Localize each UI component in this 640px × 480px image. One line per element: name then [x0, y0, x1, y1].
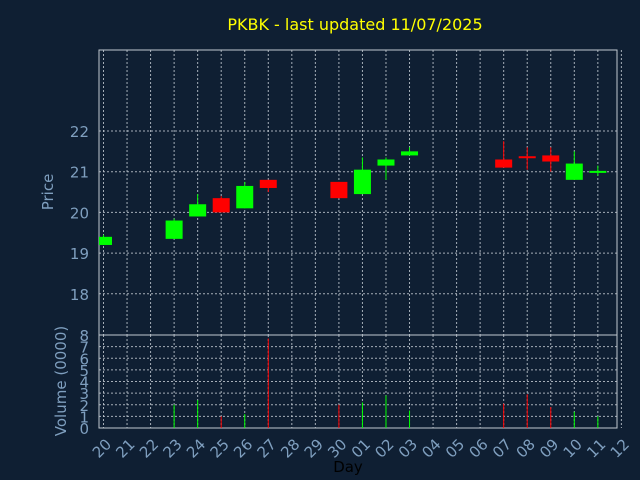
x-axis-label: Day — [333, 458, 363, 476]
x-tick-label: 11 — [583, 435, 609, 461]
x-tick-label: 07 — [489, 435, 515, 461]
x-tick-label: 02 — [371, 435, 397, 461]
volume-bars — [173, 338, 599, 428]
x-tick-label: 29 — [301, 435, 327, 461]
candle-body — [259, 179, 277, 188]
candle-body — [165, 220, 183, 239]
volume-panel-frame — [98, 334, 618, 429]
x-tick-label: 28 — [277, 435, 303, 461]
candle-body — [236, 185, 254, 209]
price-tick-label: 22 — [70, 123, 89, 141]
candles — [99, 141, 607, 245]
candle-body — [542, 155, 560, 162]
volume-tick-label: 1 — [79, 408, 89, 426]
candle-body — [518, 156, 536, 159]
price-axis-label: Price — [39, 174, 57, 211]
x-tick-label: 20 — [89, 435, 115, 461]
candle-body — [589, 170, 607, 173]
x-tick-label: 10 — [560, 435, 586, 461]
price-tick-label: 19 — [70, 245, 89, 263]
volume-tick-label: 2 — [79, 397, 89, 415]
x-tick-label: 23 — [159, 435, 185, 461]
price-grid — [99, 50, 622, 335]
x-tick-label: 25 — [207, 435, 233, 461]
x-tick-label: 22 — [136, 435, 162, 461]
price-tick-label: 21 — [70, 164, 89, 182]
candle-body — [212, 198, 230, 213]
volume-tick-label: 0 — [79, 420, 89, 438]
candle-body — [377, 159, 395, 166]
chart-title: PKBK - last updated 11/07/2025 — [227, 15, 482, 34]
x-tick-label: 26 — [230, 435, 256, 461]
candle-body — [330, 181, 348, 199]
volume-tick-label: 5 — [79, 362, 89, 380]
x-tick-label: 04 — [418, 435, 444, 461]
x-tick-label: 08 — [513, 435, 539, 461]
price-axis-ticks: 18 19 20 21 22 — [70, 123, 89, 304]
x-tick-label: 21 — [112, 435, 138, 461]
candle-body — [353, 169, 371, 195]
candle-body — [189, 204, 207, 217]
volume-tick-label: 7 — [79, 339, 89, 357]
volume-axis-label: Volume (0000) — [52, 326, 70, 436]
candle-body — [495, 159, 513, 168]
x-tick-label: 05 — [442, 435, 468, 461]
x-tick-label: 12 — [607, 435, 633, 461]
candle-body — [565, 163, 583, 180]
volume-tick-label: 3 — [79, 385, 89, 403]
x-tick-label: 06 — [465, 435, 491, 461]
candle-body — [99, 236, 112, 245]
volume-tick-label: 4 — [79, 374, 89, 392]
volume-tick-label: 6 — [79, 350, 89, 368]
candle-body — [401, 151, 419, 156]
x-tick-label: 09 — [536, 435, 562, 461]
price-tick-label: 20 — [70, 204, 89, 222]
volume-tick-label: 8 — [79, 327, 89, 345]
x-tick-label: 03 — [395, 435, 421, 461]
x-tick-label: 27 — [254, 435, 280, 461]
x-tick-label: 24 — [183, 435, 209, 461]
volume-grid — [99, 335, 622, 428]
price-tick-label: 18 — [70, 286, 89, 304]
